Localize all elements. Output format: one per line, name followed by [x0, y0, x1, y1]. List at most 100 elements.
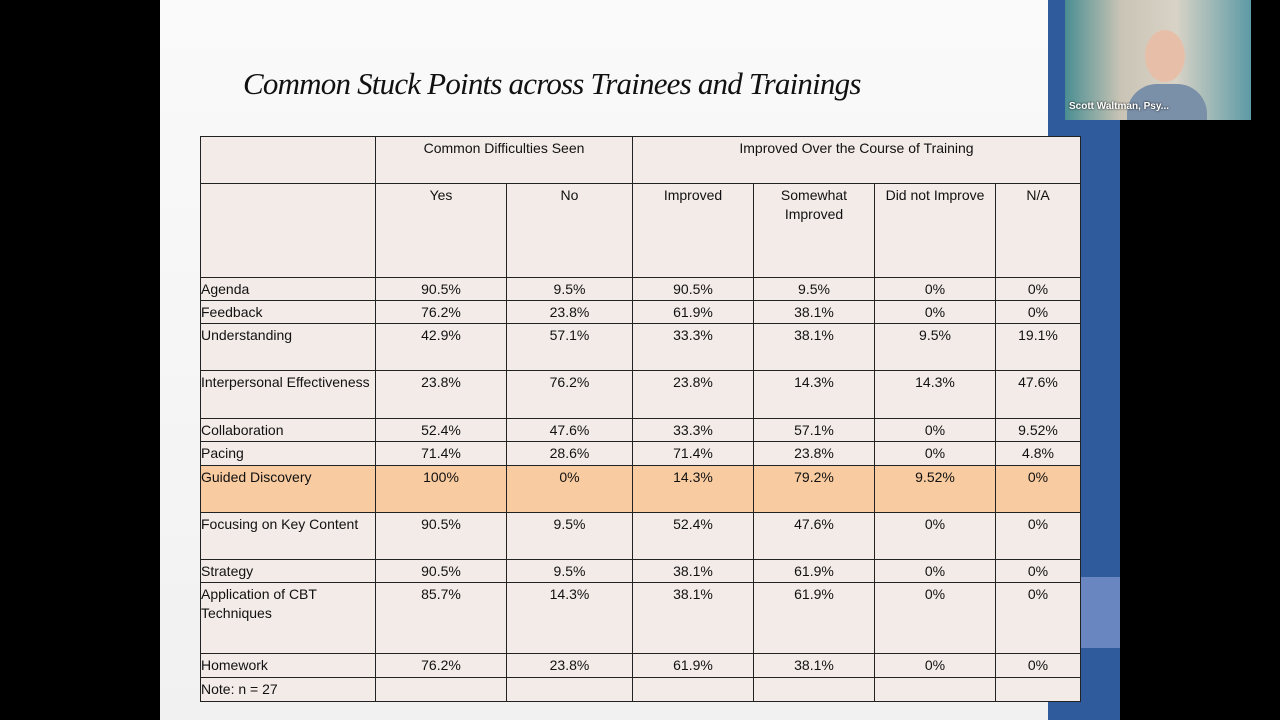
cell: 0% — [874, 418, 996, 442]
row-label: Strategy — [200, 559, 376, 583]
row-label: Pacing — [200, 441, 376, 466]
cell: 85.7% — [375, 582, 507, 654]
cell: 79.2% — [753, 465, 875, 513]
table-row: Feedback 76.2% 23.8% 61.9% 38.1% 0% 0% — [200, 300, 1081, 324]
group-header: Improved Over the Course of Training — [632, 136, 1081, 184]
cell: 9.52% — [995, 418, 1081, 442]
cell: 23.8% — [753, 441, 875, 466]
cell: 14.3% — [874, 370, 996, 419]
cell: 52.4% — [375, 418, 507, 442]
cell: 47.6% — [753, 512, 875, 560]
participant-name: Scott Waltman, Psy... — [1069, 101, 1170, 112]
table-row: Interpersonal Effectiveness 23.8% 76.2% 23.… — [200, 370, 1081, 419]
cell: 33.3% — [632, 418, 754, 442]
row-label: Understanding — [200, 323, 376, 371]
table-row: Agenda 90.5% 9.5% 90.5% 9.5% 0% 0% — [200, 277, 1081, 301]
cell: 0% — [995, 465, 1081, 513]
table-row: Yes No Improved Somewhat Improved Did not Im… — [200, 183, 1081, 278]
cell: 71.4% — [375, 441, 507, 466]
cell: 0% — [874, 277, 996, 301]
cell: 0% — [995, 559, 1081, 583]
cell: 0% — [995, 512, 1081, 560]
column-header: Improved — [632, 183, 754, 278]
cell: 0% — [506, 465, 633, 513]
webcam-tile: Scott Waltman, Psy... — [1065, 0, 1251, 120]
table-row: Guided Discovery 100% 0% 14.3% 79.2% 9.52% 0% — [200, 465, 1081, 513]
cell: 38.1% — [632, 559, 754, 583]
cell: 76.2% — [375, 300, 507, 324]
cell: 57.1% — [753, 418, 875, 442]
cell: 57.1% — [506, 323, 633, 371]
slide: Common Stuck Points across Trainees and … — [160, 0, 1120, 720]
cell: 61.9% — [632, 300, 754, 324]
cell: 90.5% — [375, 512, 507, 560]
cell: 14.3% — [632, 465, 754, 513]
cell: 38.1% — [632, 582, 754, 654]
cell: 0% — [874, 559, 996, 583]
results-table: Common Difficulties Seen Improved Over th… — [200, 136, 1081, 702]
cell: 76.2% — [375, 653, 507, 678]
table-row: Homework 76.2% 23.8% 61.9% 38.1% 0% 0% — [200, 653, 1081, 678]
table-row: Understanding 42.9% 57.1% 33.3% 38.1% 9.5% 19.… — [200, 323, 1081, 371]
cell — [995, 677, 1081, 702]
cell: 9.5% — [506, 559, 633, 583]
table-row: Note: n = 27 — [200, 677, 1081, 702]
cell: 9.52% — [874, 465, 996, 513]
cell — [200, 183, 376, 278]
cell: 61.9% — [753, 582, 875, 654]
table-row: Common Difficulties Seen Improved Over th… — [200, 136, 1081, 184]
person — [1145, 30, 1185, 82]
cell: 23.8% — [375, 370, 507, 419]
cell: 76.2% — [506, 370, 633, 419]
table-row: Collaboration 52.4% 47.6% 33.3% 57.1% 0% 9.52% — [200, 418, 1081, 442]
column-header: Did not Improve — [874, 183, 996, 278]
cell: 42.9% — [375, 323, 507, 371]
cell: 23.8% — [506, 653, 633, 678]
table-row: Pacing 71.4% 28.6% 71.4% 23.8% 0% 4.8% — [200, 441, 1081, 466]
cell: 52.4% — [632, 512, 754, 560]
cell: 0% — [874, 441, 996, 466]
cell — [874, 677, 996, 702]
row-label: Application of CBT Techniques — [200, 582, 376, 654]
cell: 33.3% — [632, 323, 754, 371]
cell: 9.5% — [506, 512, 633, 560]
cell: 9.5% — [874, 323, 996, 371]
cell: 28.6% — [506, 441, 633, 466]
cell: 23.8% — [506, 300, 633, 324]
column-header: No — [506, 183, 633, 278]
cell: 0% — [995, 653, 1081, 678]
table-row: Strategy 90.5% 9.5% 38.1% 61.9% 0% 0% — [200, 559, 1081, 583]
cell: 0% — [874, 512, 996, 560]
cell: 9.5% — [506, 277, 633, 301]
cell: 0% — [874, 300, 996, 324]
cell: 0% — [874, 653, 996, 678]
slide-title: Common Stuck Points across Trainees and … — [243, 66, 861, 101]
slide-stripe-block — [1080, 577, 1120, 648]
row-label: Interpersonal Effectiveness — [200, 370, 376, 419]
row-label: Focusing on Key Content — [200, 512, 376, 560]
row-label: Agenda — [200, 277, 376, 301]
cell: 90.5% — [632, 277, 754, 301]
cell: 4.8% — [995, 441, 1081, 466]
cell: 47.6% — [506, 418, 633, 442]
column-header: N/A — [995, 183, 1081, 278]
table-row: Focusing on Key Content 90.5% 9.5% 52.4% 47.… — [200, 512, 1081, 560]
cell: 61.9% — [753, 559, 875, 583]
cell: 0% — [995, 582, 1081, 654]
row-label: Collaboration — [200, 418, 376, 442]
row-label: Guided Discovery — [200, 465, 376, 513]
cell: 71.4% — [632, 441, 754, 466]
cell — [200, 136, 376, 184]
cell: 14.3% — [753, 370, 875, 419]
row-label: Feedback — [200, 300, 376, 324]
cell: 90.5% — [375, 277, 507, 301]
cell: 100% — [375, 465, 507, 513]
person — [1127, 84, 1207, 120]
cell: 38.1% — [753, 653, 875, 678]
cell — [632, 677, 754, 702]
cell: 19.1% — [995, 323, 1081, 371]
cell: 23.8% — [632, 370, 754, 419]
cell: 61.9% — [632, 653, 754, 678]
cell — [753, 677, 875, 702]
